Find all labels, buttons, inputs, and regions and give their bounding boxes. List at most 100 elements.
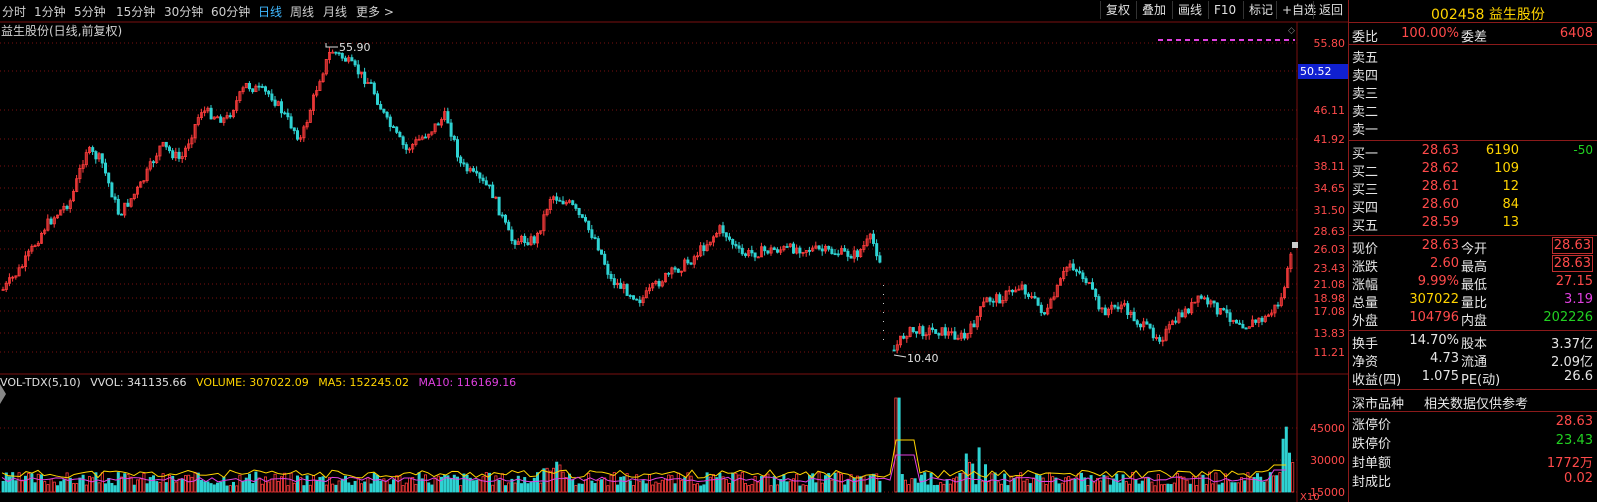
candle-body-a xyxy=(628,295,632,297)
candle-body-a xyxy=(696,255,700,258)
toolbar-button-4[interactable]: 标记 xyxy=(1243,1,1278,19)
candle-body-a xyxy=(465,163,469,172)
period-tab-3[interactable]: 15分钟 xyxy=(116,5,156,19)
toolbar-button-5[interactable]: +自选 xyxy=(1276,1,1321,19)
toolbar-button-1[interactable]: 叠加 xyxy=(1136,1,1171,19)
volume-bar xyxy=(1022,480,1026,493)
toolbar-button-0[interactable]: 复权 xyxy=(1100,1,1135,19)
toolbar-button-2[interactable]: 画线 xyxy=(1172,1,1207,19)
volume-bar xyxy=(267,481,271,493)
limit-value: 28.63 xyxy=(1555,414,1593,429)
candle-body-b xyxy=(1151,327,1155,339)
volume-bar xyxy=(1016,476,1020,493)
period-tab-9[interactable]: 更多 > xyxy=(356,5,394,19)
volume-bar xyxy=(1076,473,1080,493)
volume-bar xyxy=(1249,476,1253,493)
period-tab-5[interactable]: 60分钟 xyxy=(211,5,251,19)
volume-bar xyxy=(808,475,812,493)
period-tab-8[interactable]: 月线 xyxy=(323,5,348,19)
volume-bar xyxy=(372,472,376,493)
candle-body-a xyxy=(632,295,636,300)
volume-bar xyxy=(1012,477,1016,493)
volume-bar xyxy=(452,474,456,493)
candle-body-a xyxy=(676,268,680,273)
candle-body-a xyxy=(398,131,402,138)
candle-body-a xyxy=(724,232,728,238)
volume-bar xyxy=(30,473,34,493)
volume-bar xyxy=(660,479,664,493)
period-tab-7[interactable]: 周线 xyxy=(290,5,315,19)
candle-body-b xyxy=(1247,326,1251,329)
kline-chart[interactable]: 55.80 46.11 41.92 38.11 34.65 31.50 28.63 26.03… xyxy=(0,0,1348,502)
volume-bar xyxy=(398,475,402,493)
volume-bar xyxy=(785,481,789,493)
volume-bar xyxy=(446,475,450,493)
fin-value: 2.09亿 xyxy=(1551,355,1593,370)
volume-bar xyxy=(1156,474,1160,493)
volume-bar xyxy=(654,481,658,493)
volume-bar xyxy=(209,483,213,493)
candle-body-a xyxy=(606,263,610,275)
price-tick: 31.50 xyxy=(1314,204,1346,217)
volume-bar xyxy=(1236,482,1240,493)
candle-body-a xyxy=(552,196,556,200)
volume-bar xyxy=(1118,482,1122,493)
volume-bar xyxy=(1003,473,1007,493)
volume-bar xyxy=(696,483,700,493)
period-tab-6[interactable]: 日线 xyxy=(258,5,283,19)
candle-body-b xyxy=(940,327,944,336)
candle-body-a xyxy=(817,245,821,250)
scroll-left-icon[interactable] xyxy=(0,384,6,404)
volume-bar xyxy=(321,476,325,493)
volume-bar xyxy=(110,482,114,493)
stat-value: 28.63 xyxy=(1509,255,1593,272)
volume-bar xyxy=(772,476,776,493)
volume-bar xyxy=(1153,485,1157,493)
period-tab-4[interactable]: 30分钟 xyxy=(164,5,204,19)
period-tab-2[interactable]: 5分钟 xyxy=(74,5,106,19)
candle-body-a xyxy=(494,196,498,199)
candle-body-b xyxy=(995,294,999,303)
candle-body-b xyxy=(1043,312,1047,315)
volume-bar xyxy=(977,447,981,493)
candle-body-b xyxy=(1273,304,1277,314)
candle-body-b xyxy=(969,323,973,335)
candle-body-a xyxy=(430,131,434,135)
stat-value: 9.99% xyxy=(1417,274,1459,289)
candle-body-b xyxy=(1283,287,1287,299)
candle-body-a xyxy=(587,220,591,231)
period-tab-1[interactable]: 1分钟 xyxy=(34,5,66,19)
volume-bar xyxy=(913,478,917,493)
volume-bar xyxy=(1284,426,1288,493)
candle-body-a xyxy=(590,229,594,238)
volume-bar xyxy=(455,476,459,493)
candle-body-b xyxy=(991,300,995,303)
vol-indicator-name[interactable]: VOL-TDX(5,10) xyxy=(0,376,81,389)
volume-bar xyxy=(52,481,56,493)
candle-body-a xyxy=(612,278,616,286)
toolbar-button-3[interactable]: F10 xyxy=(1208,1,1241,19)
volume-bar xyxy=(1272,475,1276,493)
candle-body-b xyxy=(1132,311,1136,322)
period-tab-0[interactable]: 分时 xyxy=(2,5,27,19)
toolbar-button-6[interactable]: 返回 xyxy=(1313,1,1348,19)
volume-bar xyxy=(516,475,520,493)
candle-body-b xyxy=(918,326,922,334)
candle-body-b xyxy=(1103,307,1107,316)
ma5-line xyxy=(1,439,1286,479)
candle-body-a xyxy=(4,282,8,290)
volume-bar xyxy=(856,475,860,493)
candle-body-b xyxy=(1046,307,1050,315)
candle-body-a xyxy=(523,235,527,243)
price-tick: 21.08 xyxy=(1314,278,1346,291)
volume-bar xyxy=(414,483,418,493)
volume-bar xyxy=(228,485,232,493)
candle-body-a xyxy=(491,184,495,199)
candle-body-a xyxy=(529,236,533,246)
volume-bar xyxy=(56,485,60,493)
volume-bar xyxy=(401,485,405,493)
volume-bar xyxy=(580,483,584,493)
volume-bar xyxy=(187,474,191,493)
candle-body-b xyxy=(1020,284,1024,290)
candle-body-a xyxy=(471,168,475,172)
